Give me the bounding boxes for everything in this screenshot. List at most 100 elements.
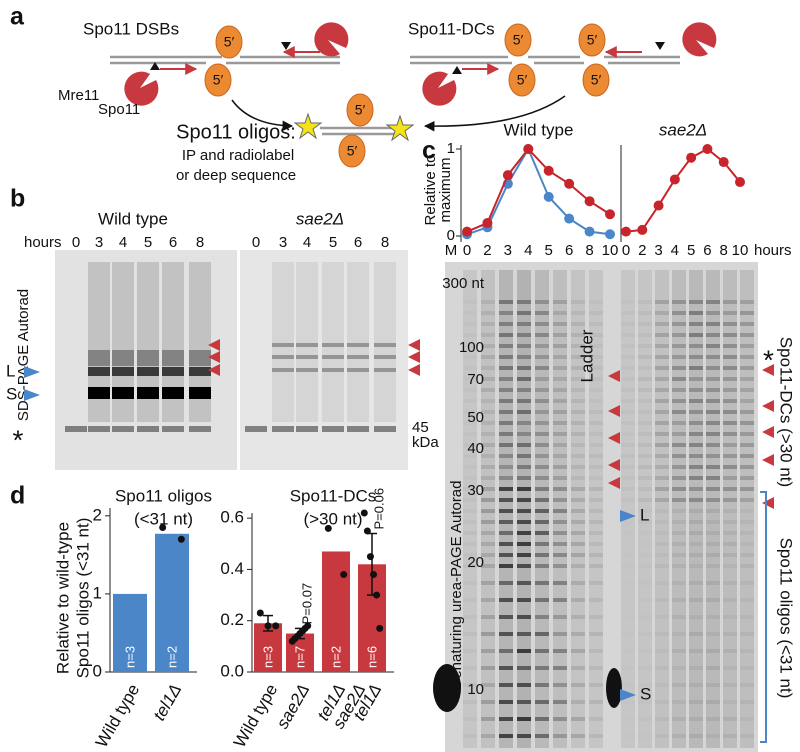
arrowhead [762, 364, 774, 376]
band [706, 683, 720, 687]
band [689, 700, 703, 704]
chart-title: (>30 nt) [303, 509, 362, 528]
band [517, 366, 531, 370]
band [638, 300, 652, 304]
band [571, 520, 585, 524]
band [689, 509, 703, 513]
band [672, 465, 686, 469]
band [535, 399, 549, 403]
band [706, 300, 720, 304]
smear [88, 262, 110, 422]
band [272, 355, 294, 359]
band [481, 615, 495, 619]
band [553, 300, 567, 304]
band [638, 581, 652, 585]
band [535, 377, 549, 381]
band [706, 465, 720, 469]
replicate-point [370, 571, 378, 579]
band [672, 421, 686, 425]
band [706, 487, 720, 491]
band [499, 553, 513, 557]
band [638, 443, 652, 447]
band [689, 476, 703, 480]
band [553, 564, 567, 568]
band [374, 355, 396, 359]
band [553, 632, 567, 636]
band [655, 410, 669, 414]
band [463, 734, 477, 738]
data-point [605, 209, 615, 220]
smear [655, 270, 669, 748]
band [740, 598, 754, 602]
band [655, 666, 669, 670]
chart-title: Spo11 oligos [115, 486, 212, 505]
data-point [686, 152, 697, 163]
band [463, 333, 477, 337]
band [517, 700, 531, 704]
band [740, 649, 754, 653]
band [517, 388, 531, 392]
end-label: 5′ [517, 72, 528, 88]
band [517, 421, 531, 425]
band [322, 426, 344, 432]
band [672, 300, 686, 304]
band [672, 717, 686, 721]
band [553, 666, 567, 670]
band [571, 311, 585, 315]
band [723, 498, 737, 502]
protein-label: Mre11 [58, 87, 99, 104]
band [706, 700, 720, 704]
band [723, 542, 737, 546]
y-tick-label: 0.2 [220, 610, 244, 629]
band [655, 366, 669, 370]
band [621, 399, 635, 403]
replicate-point [363, 527, 371, 535]
band [723, 476, 737, 480]
asterisk: * [13, 424, 24, 455]
band [740, 734, 754, 738]
replicate-point [304, 622, 312, 630]
band [723, 734, 737, 738]
data-point [543, 191, 554, 202]
replicate-point [366, 553, 374, 561]
band [655, 344, 669, 348]
band [689, 542, 703, 546]
x-tick-label: sae2Δ [273, 681, 314, 732]
band [689, 399, 703, 403]
band [553, 487, 567, 491]
band [638, 632, 652, 636]
band [517, 520, 531, 524]
band [706, 388, 720, 392]
band [589, 542, 603, 546]
band [723, 344, 737, 348]
band [347, 355, 369, 359]
band [481, 399, 495, 403]
band [638, 542, 652, 546]
x-tick-label: Wild type [230, 681, 281, 751]
lane-label: 6 [169, 234, 177, 251]
ladder-size: 300 nt [442, 275, 485, 292]
data-point [564, 213, 575, 224]
band [272, 343, 294, 347]
band [499, 734, 513, 738]
x-tick-label: 3 [654, 242, 662, 259]
band [553, 542, 567, 546]
panel-letter: c [422, 137, 436, 165]
band [655, 487, 669, 491]
band [740, 531, 754, 535]
band [571, 700, 585, 704]
n-label: n=7 [292, 646, 307, 668]
band [499, 399, 513, 403]
band [571, 443, 585, 447]
band [499, 564, 513, 568]
band [499, 598, 513, 602]
band [706, 322, 720, 326]
band [535, 421, 549, 425]
band [672, 377, 686, 381]
band [638, 421, 652, 425]
band [463, 509, 477, 513]
band [706, 531, 720, 535]
band [499, 311, 513, 315]
band [723, 333, 737, 337]
band [655, 683, 669, 687]
